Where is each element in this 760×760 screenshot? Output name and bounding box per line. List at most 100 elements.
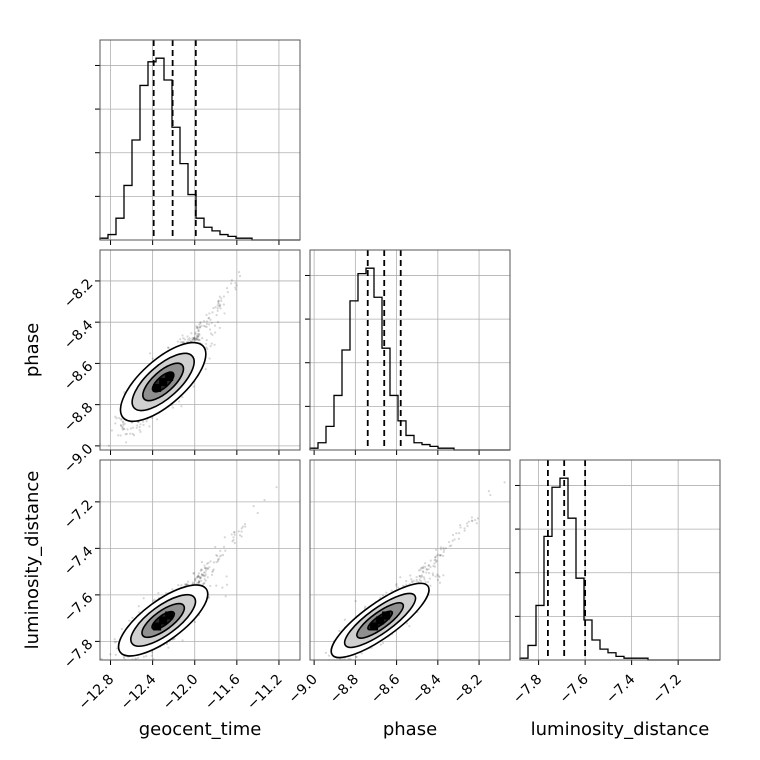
scatter-point <box>121 677 123 679</box>
scatter-point <box>193 336 196 339</box>
scatter-point <box>150 654 153 657</box>
scatter-point <box>99 455 101 457</box>
scatter-point <box>197 338 200 341</box>
scatter-point <box>415 580 418 583</box>
xtick-label-phase: −9.0 <box>286 672 321 707</box>
scatter-point <box>225 287 229 290</box>
density-peak <box>165 611 174 620</box>
scatter-point <box>208 566 211 569</box>
scatter-point <box>216 304 219 307</box>
scatter-point <box>438 581 442 584</box>
scatter-point <box>202 571 206 574</box>
ytick-label-luminosity_distance: −7.4 <box>61 543 96 578</box>
scatter-point <box>465 522 469 525</box>
histogram-step <box>99 57 300 241</box>
scatter-point <box>437 553 440 556</box>
scatter-point <box>181 396 184 399</box>
scatter-point <box>210 342 213 345</box>
scatter-point <box>206 567 210 571</box>
scatter-point <box>205 322 209 326</box>
scatter-point <box>196 325 199 329</box>
scatter-point <box>122 423 125 426</box>
scatter-point <box>425 571 428 574</box>
scatter-point <box>181 340 184 344</box>
scatter-point <box>442 554 445 557</box>
scatter-point <box>152 657 155 660</box>
scatter-point <box>216 307 219 310</box>
scatter-point <box>191 338 194 342</box>
scatter-point <box>209 344 212 348</box>
scatter-point <box>205 567 208 570</box>
scatter-point <box>118 416 121 420</box>
scatter-point <box>429 565 432 569</box>
scatter-point <box>200 568 203 572</box>
scatter-point <box>138 425 141 429</box>
scatter-point <box>117 434 120 437</box>
scatter-point <box>390 589 393 592</box>
scatter-point <box>263 498 266 502</box>
scatter-point <box>222 295 226 298</box>
scatter-point <box>412 579 415 582</box>
scatter-point <box>115 640 118 644</box>
scatter-point <box>411 581 414 584</box>
scatter-point <box>202 320 206 323</box>
scatter-point <box>219 307 222 310</box>
scatter-point <box>232 536 235 539</box>
density-peak <box>370 622 379 631</box>
scatter-point <box>243 523 247 526</box>
scatter-point <box>165 643 169 646</box>
scatter-point <box>109 653 112 656</box>
scatter-point <box>129 427 133 430</box>
scatter-point <box>124 662 126 664</box>
scatter-point <box>179 341 182 344</box>
scatter-point <box>107 444 111 447</box>
scatter-point <box>157 591 160 595</box>
scatter-point <box>188 337 191 340</box>
xtick-label-luminosity_distance: −7.8 <box>510 672 545 707</box>
scatter-frame <box>99 249 301 451</box>
scatter-point <box>422 565 425 568</box>
scatter-point <box>119 424 123 427</box>
scatter-point <box>180 405 183 408</box>
scatter-point <box>442 546 445 549</box>
scatter-point <box>145 655 148 658</box>
scatter-point <box>194 331 197 334</box>
ytick-label-luminosity_distance: −7.2 <box>61 497 96 532</box>
scatter-point <box>204 573 207 576</box>
xtick-label-geocent_time: −12.8 <box>76 672 118 714</box>
scatter-point <box>433 558 436 562</box>
scatter-point <box>171 588 174 591</box>
scatter-point <box>211 311 214 314</box>
scatter-point <box>338 629 341 633</box>
scatter-point <box>206 347 209 351</box>
scatter-point <box>203 581 206 584</box>
scatter-point <box>194 337 197 340</box>
scatter-point <box>195 334 198 338</box>
scatter-point <box>302 457 304 459</box>
scatter-point <box>193 337 196 340</box>
ylabel-luminosity-distance: luminosity_distance <box>22 471 43 650</box>
scatter-point <box>213 343 216 346</box>
scatter-point <box>203 578 206 581</box>
hist-frame <box>309 249 511 451</box>
scatter-point <box>240 527 243 530</box>
scatter-point <box>126 428 129 431</box>
scatter-point <box>216 554 219 558</box>
scatter-point <box>197 581 200 584</box>
scatter-point <box>433 562 436 565</box>
scatter-point <box>471 519 474 523</box>
scatter-point <box>475 522 478 525</box>
scatter-point <box>467 520 470 523</box>
scatter-point <box>209 560 212 563</box>
scatter-point <box>197 335 200 338</box>
scatter-point <box>204 325 207 328</box>
scatter-point <box>171 406 175 409</box>
scatter-point <box>202 574 205 577</box>
scatter-point <box>134 657 137 660</box>
scatter-point <box>429 559 432 562</box>
scatter-point <box>117 672 119 674</box>
scatter-point <box>166 346 170 349</box>
scatter-point <box>151 357 154 360</box>
scatter-point <box>209 318 212 321</box>
scatter-point <box>238 534 242 537</box>
